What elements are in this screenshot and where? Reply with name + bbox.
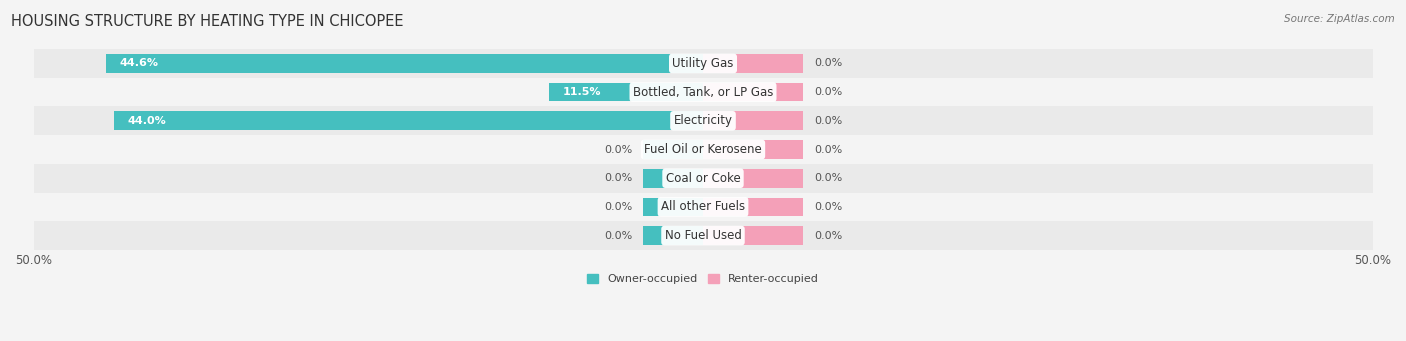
Legend: Owner-occupied, Renter-occupied: Owner-occupied, Renter-occupied <box>582 269 824 288</box>
Text: Fuel Oil or Kerosene: Fuel Oil or Kerosene <box>644 143 762 156</box>
Bar <box>34 106 1372 135</box>
Bar <box>703 169 803 188</box>
Bar <box>34 221 1372 250</box>
Bar <box>105 54 703 73</box>
Bar <box>34 78 1372 106</box>
Bar <box>34 49 1372 78</box>
Text: 0.0%: 0.0% <box>814 116 842 126</box>
Bar <box>643 169 703 188</box>
Text: 0.0%: 0.0% <box>814 173 842 183</box>
Text: 0.0%: 0.0% <box>814 145 842 154</box>
Bar <box>703 112 803 130</box>
Text: 0.0%: 0.0% <box>814 231 842 241</box>
Bar <box>643 226 703 245</box>
Bar <box>643 140 703 159</box>
Bar <box>34 164 1372 193</box>
Text: HOUSING STRUCTURE BY HEATING TYPE IN CHICOPEE: HOUSING STRUCTURE BY HEATING TYPE IN CHI… <box>11 14 404 29</box>
Text: 44.6%: 44.6% <box>120 58 159 69</box>
Bar <box>703 197 803 216</box>
Text: 44.0%: 44.0% <box>127 116 166 126</box>
Text: Utility Gas: Utility Gas <box>672 57 734 70</box>
Text: 11.5%: 11.5% <box>562 87 600 97</box>
Bar <box>703 140 803 159</box>
Bar <box>34 135 1372 164</box>
Bar <box>703 54 803 73</box>
Text: All other Fuels: All other Fuels <box>661 201 745 213</box>
Text: No Fuel Used: No Fuel Used <box>665 229 741 242</box>
Bar <box>34 193 1372 221</box>
Bar <box>114 112 703 130</box>
Text: 0.0%: 0.0% <box>814 58 842 69</box>
Text: Bottled, Tank, or LP Gas: Bottled, Tank, or LP Gas <box>633 86 773 99</box>
Text: Coal or Coke: Coal or Coke <box>665 172 741 185</box>
Text: 0.0%: 0.0% <box>603 231 633 241</box>
Bar <box>703 226 803 245</box>
Text: 0.0%: 0.0% <box>603 202 633 212</box>
Bar <box>643 197 703 216</box>
Text: Source: ZipAtlas.com: Source: ZipAtlas.com <box>1284 14 1395 24</box>
Text: Electricity: Electricity <box>673 114 733 127</box>
Text: 0.0%: 0.0% <box>814 87 842 97</box>
Text: 0.0%: 0.0% <box>814 202 842 212</box>
Text: 0.0%: 0.0% <box>603 173 633 183</box>
Text: 0.0%: 0.0% <box>603 145 633 154</box>
Bar <box>548 83 703 102</box>
Bar <box>703 83 803 102</box>
